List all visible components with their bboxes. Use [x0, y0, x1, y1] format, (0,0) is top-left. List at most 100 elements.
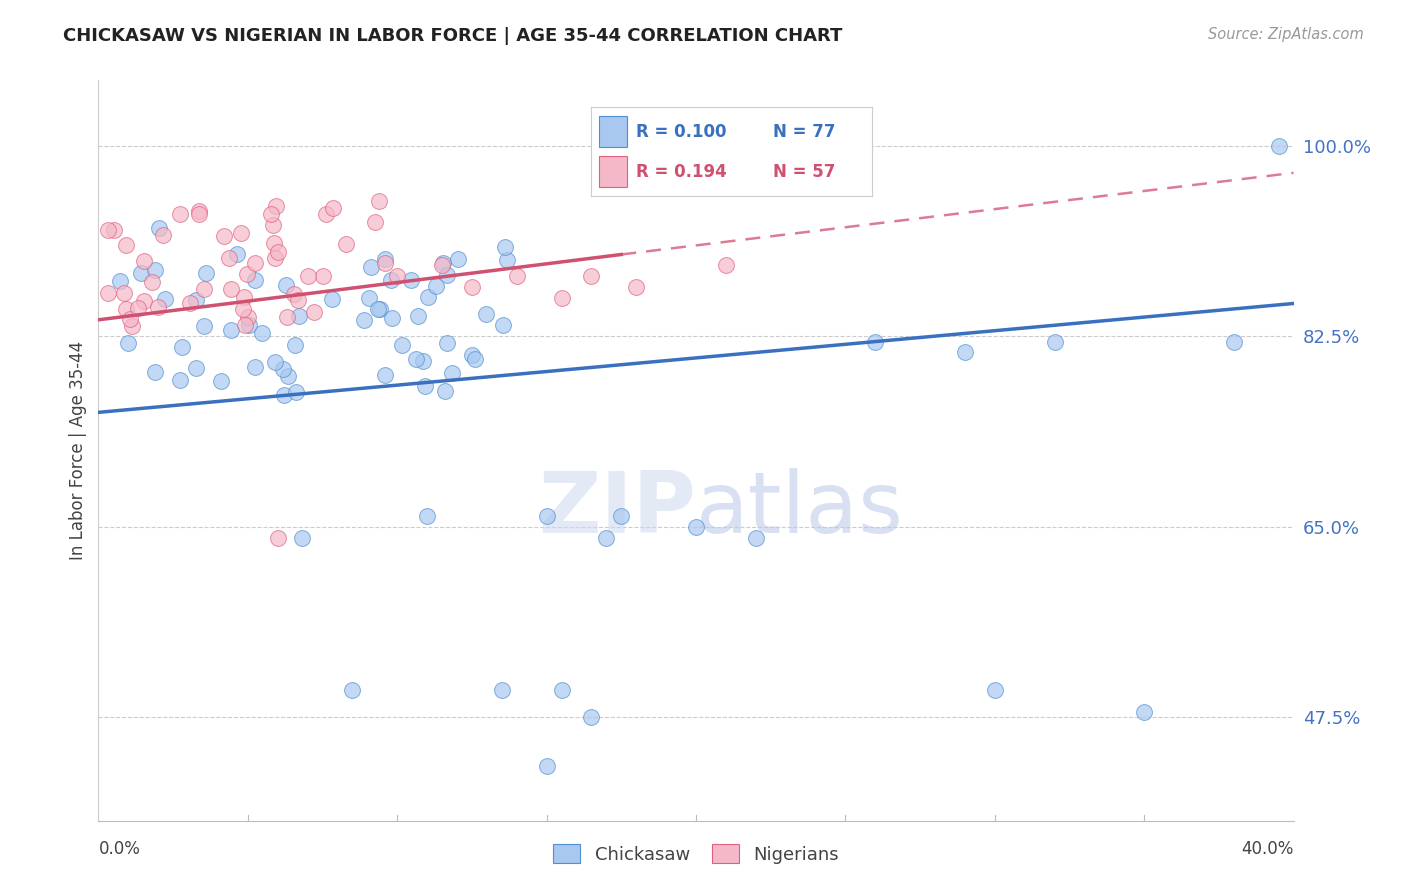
Point: [188, 204, 211, 219]
Point: [374, 256, 396, 270]
Point: [412, 354, 434, 368]
Point: [277, 369, 299, 384]
Point: [391, 338, 413, 352]
Point: [209, 374, 232, 388]
Point: [413, 379, 436, 393]
Point: [276, 310, 298, 324]
Point: [266, 245, 288, 260]
Text: 40.0%: 40.0%: [1241, 840, 1294, 858]
Point: [184, 360, 207, 375]
Point: [141, 275, 163, 289]
Point: [245, 272, 267, 286]
Point: [322, 202, 344, 216]
Point: [288, 309, 311, 323]
Point: [550, 291, 572, 305]
Point: [405, 351, 427, 366]
Point: [461, 280, 484, 294]
Point: [416, 290, 439, 304]
Text: atlas: atlas: [696, 468, 904, 551]
Point: [626, 280, 648, 294]
Point: [179, 295, 201, 310]
Point: [984, 683, 1007, 698]
Point: [368, 301, 391, 316]
Point: [97, 285, 120, 300]
Point: [610, 508, 633, 523]
Point: [315, 206, 337, 220]
Point: [287, 293, 309, 307]
Point: [103, 223, 125, 237]
Point: [219, 282, 242, 296]
Point: [714, 259, 737, 273]
Point: [148, 221, 170, 235]
Point: [381, 311, 404, 326]
Point: [745, 531, 768, 545]
Text: R = 0.100: R = 0.100: [636, 122, 725, 141]
Point: [169, 207, 191, 221]
Point: [865, 334, 887, 349]
Y-axis label: In Labor Force | Age 35-44: In Labor Force | Age 35-44: [69, 341, 87, 560]
Text: N = 57: N = 57: [773, 162, 835, 181]
Point: [491, 683, 513, 698]
Point: [367, 302, 389, 317]
Point: [495, 252, 517, 267]
Point: [112, 285, 135, 300]
Point: [399, 273, 422, 287]
Point: [284, 338, 307, 352]
Point: [953, 345, 976, 359]
Point: [134, 293, 156, 308]
Point: [264, 251, 287, 265]
Point: [218, 252, 240, 266]
FancyBboxPatch shape: [599, 116, 627, 147]
Point: [238, 318, 260, 332]
Point: [172, 340, 194, 354]
Point: [193, 318, 215, 333]
Point: [1267, 138, 1289, 153]
Point: [425, 279, 447, 293]
Point: [367, 194, 389, 208]
Text: N = 77: N = 77: [773, 122, 835, 141]
Point: [436, 336, 458, 351]
Point: [152, 228, 174, 243]
Point: [357, 291, 380, 305]
Point: [447, 252, 470, 266]
Point: [232, 302, 254, 317]
Point: [440, 366, 463, 380]
Point: [581, 710, 603, 724]
Point: [274, 278, 297, 293]
Point: [475, 307, 498, 321]
Point: [364, 215, 387, 229]
Point: [231, 226, 253, 240]
Point: [263, 355, 285, 369]
Point: [492, 318, 515, 333]
Point: [302, 305, 325, 319]
Point: [434, 384, 457, 398]
Point: [1223, 334, 1246, 349]
Point: [193, 282, 215, 296]
Point: [321, 292, 343, 306]
Point: [120, 311, 142, 326]
Text: ZIP: ZIP: [538, 468, 696, 551]
Point: [264, 199, 287, 213]
Point: [245, 256, 267, 270]
Point: [385, 269, 409, 284]
Point: [291, 531, 314, 545]
Point: [155, 292, 177, 306]
Point: [148, 300, 170, 314]
Point: [235, 318, 257, 332]
Point: [115, 237, 138, 252]
Point: [283, 287, 305, 301]
Point: [494, 240, 516, 254]
Point: [374, 252, 396, 267]
Point: [685, 519, 707, 533]
Point: [195, 266, 218, 280]
Point: [436, 268, 458, 282]
Point: [1133, 705, 1156, 719]
Point: [188, 207, 211, 221]
Point: [311, 269, 333, 284]
Point: [263, 235, 285, 250]
Point: [804, 138, 827, 153]
Point: [108, 274, 131, 288]
Point: [595, 531, 617, 545]
Point: [416, 508, 439, 523]
Point: [581, 269, 603, 284]
